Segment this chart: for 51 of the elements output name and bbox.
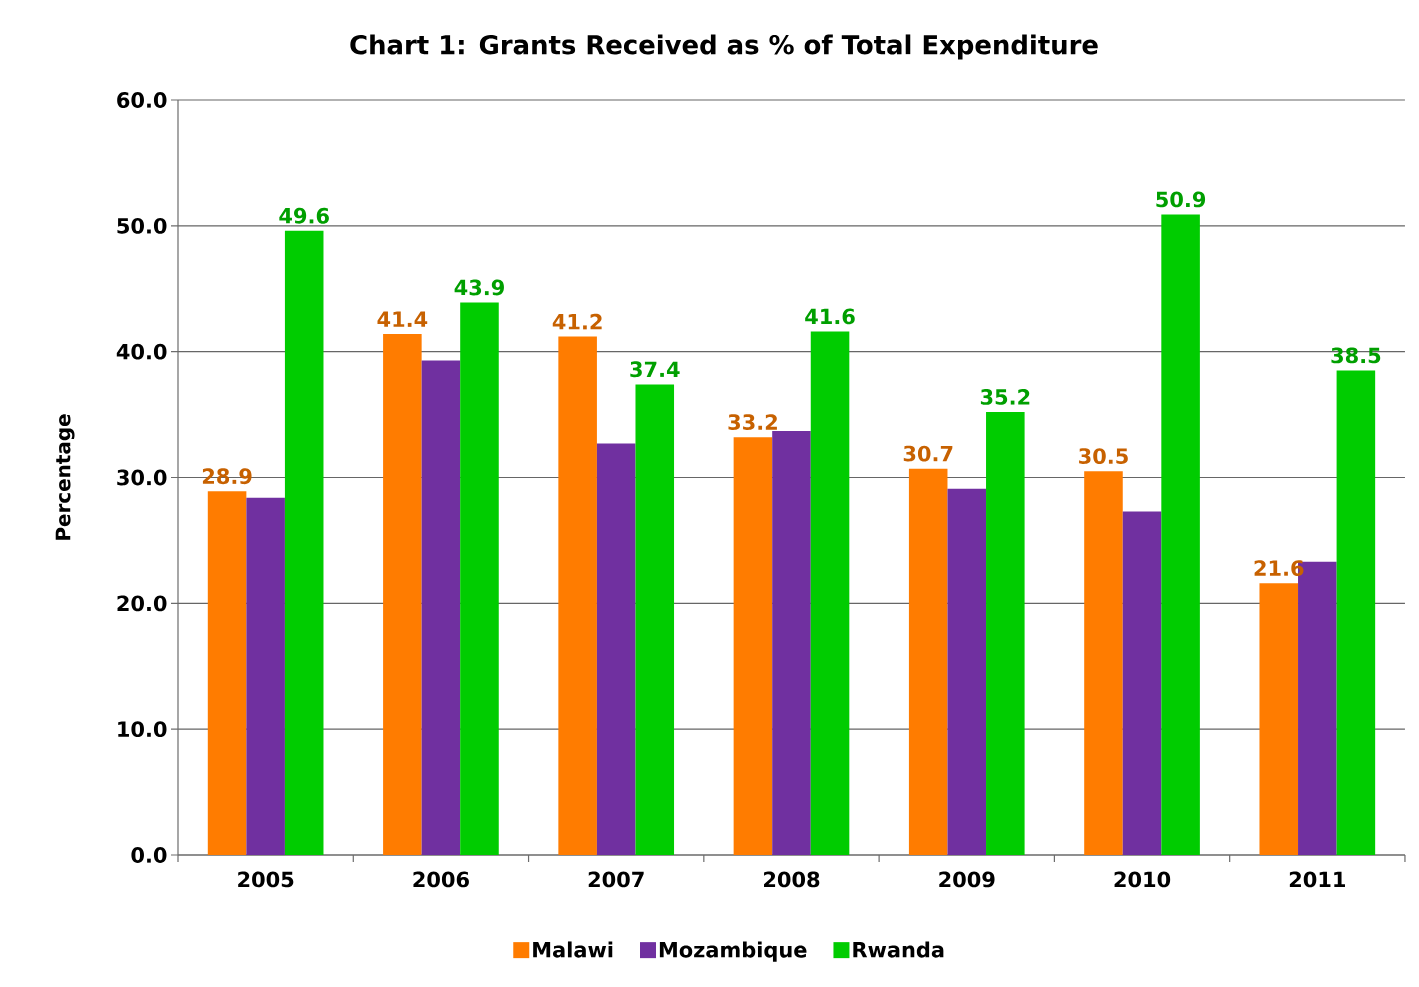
legend-label: Mozambique <box>659 941 807 962</box>
x-tick-label: 2009 <box>939 871 995 888</box>
data-label: 49.6 <box>279 207 329 224</box>
bar <box>246 497 285 855</box>
x-tick-label: 2005 <box>238 871 294 888</box>
data-label: 50.9 <box>1156 191 1206 208</box>
legend-label: Rwanda <box>853 941 944 958</box>
x-tick-label: 2010 <box>1114 871 1171 888</box>
bar <box>733 437 773 855</box>
y-tick-label: 40.0 <box>116 343 167 360</box>
bar <box>207 491 247 855</box>
bar <box>772 430 811 855</box>
bar <box>284 230 324 855</box>
x-tick-label: 2007 <box>588 871 644 888</box>
y-tick-label: 50.0 <box>117 217 167 234</box>
data-label: 37.4 <box>630 361 680 378</box>
legend-label: Malawi <box>533 941 613 958</box>
y-axis-title: Percentage <box>55 414 75 540</box>
bar <box>596 443 636 855</box>
bar <box>383 334 422 855</box>
bar <box>1122 511 1162 855</box>
bar <box>947 488 987 855</box>
data-label: 35.2 <box>980 389 1030 405</box>
data-label: 41.6 <box>805 308 855 325</box>
x-tick-label: 2011 <box>1289 871 1345 888</box>
data-label: 41.4 <box>377 311 428 327</box>
bar <box>810 331 850 855</box>
data-label: 30.5 <box>1079 448 1128 465</box>
bar <box>558 336 597 855</box>
y-tick-label: 0.0 <box>131 847 167 863</box>
x-tick-label: 2008 <box>764 871 820 888</box>
y-tick-label: 30.0 <box>117 469 167 486</box>
bar <box>986 412 1025 855</box>
data-label: 33.2 <box>728 414 777 431</box>
bar <box>460 302 499 855</box>
bar <box>635 384 675 855</box>
bar <box>1259 583 1299 855</box>
data-label: 41.2 <box>552 313 602 330</box>
chart-title: Chart 1: Grants Received as % of Total Expenditure <box>350 34 1098 60</box>
x-tick-label: 2006 <box>413 871 469 888</box>
bar <box>908 468 948 855</box>
data-label: 38.5 <box>1331 347 1381 364</box>
bar <box>1336 370 1376 855</box>
y-tick-label: 60.0 <box>117 92 167 108</box>
y-tick-label: 10.0 <box>118 721 167 738</box>
bar <box>1084 471 1123 855</box>
y-tick-label: 20.0 <box>117 595 167 612</box>
data-label: 43.9 <box>454 279 504 296</box>
data-label: 30.7 <box>903 445 953 462</box>
bar <box>421 360 461 855</box>
bar <box>1161 214 1200 855</box>
